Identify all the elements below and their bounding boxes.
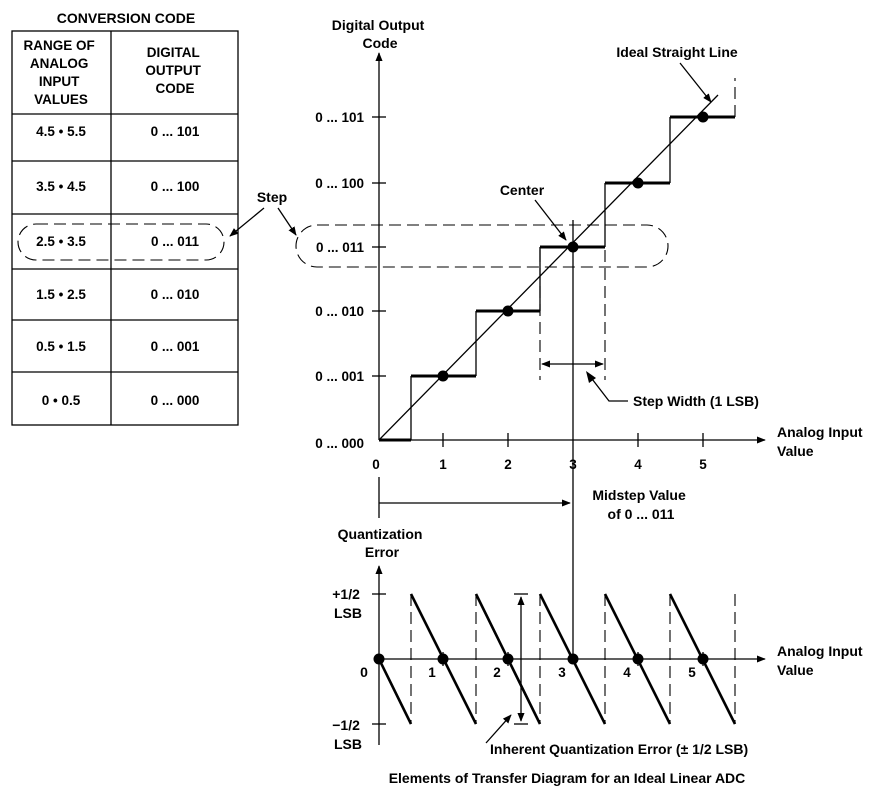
- midstep-dot: [502, 305, 514, 317]
- y-tick-label: 0 ... 010: [315, 304, 364, 319]
- step-highlight-box: [295, 224, 669, 268]
- code-cell: 0 ... 101: [151, 124, 200, 139]
- y-tick-label: 0 ... 100: [315, 176, 364, 191]
- step-width-arrowhead: [586, 371, 596, 383]
- error-zero-dot: [437, 653, 449, 665]
- error-start-thin-line: [378, 658, 410, 721]
- table-title: CONVERSION CODE: [57, 10, 195, 26]
- code-cell: 0 ... 000: [151, 393, 200, 408]
- error-zero-dot: [632, 653, 644, 665]
- minus-half-lsb-label: −1/2 LSB: [332, 717, 364, 752]
- x-tick-label: 0: [372, 457, 380, 472]
- range-header: RANGE OF ANALOG INPUT VALUES: [23, 38, 98, 107]
- y-tick-label: 0 ... 011: [316, 240, 365, 255]
- range-cell: 3.5 • 4.5: [36, 179, 86, 194]
- error-dashed-drops: [410, 594, 736, 724]
- table-border: [11, 30, 239, 426]
- x-axis-label: Analog Input Value: [777, 424, 866, 459]
- step-width-label: Step Width (1 LSB): [633, 393, 759, 409]
- figure-caption: Elements of Transfer Diagram for an Idea…: [389, 770, 746, 786]
- step-width-leader: [588, 374, 628, 402]
- code-cell: 0 ... 100: [151, 179, 200, 194]
- step-label: Step: [257, 189, 287, 205]
- transfer-staircase: [379, 115, 735, 442]
- range-cell: 1.5 • 2.5: [36, 287, 86, 302]
- center-label: Center: [500, 182, 545, 198]
- error-zero-dot: [502, 653, 514, 665]
- transfer-chart: Digital Output Code Analog Input Value 0…: [295, 17, 866, 660]
- step-arrow-left: [229, 207, 265, 237]
- ideal-line-arrow: [679, 62, 712, 103]
- midstep-dot: [697, 111, 709, 123]
- inherent-error-arrow: [485, 714, 512, 744]
- error-x-axis-label: Analog Input Value: [777, 643, 866, 678]
- code-cell: 0 ... 001: [151, 339, 200, 354]
- code-cell: 0 ... 010: [151, 287, 200, 302]
- table-highlight-box: [17, 223, 225, 261]
- y-tick-label: 0 ... 000: [315, 436, 364, 451]
- y-axis-label: Digital Output Code: [332, 17, 428, 51]
- code-header: DIGITAL OUTPUT CODE: [145, 45, 204, 96]
- center-arrow: [534, 199, 567, 241]
- x-tick-label: 5: [699, 457, 707, 472]
- x-tick-label: 4: [634, 457, 642, 472]
- error-x-tick-label: 4: [623, 665, 631, 680]
- error-x-tick-label: 1: [428, 665, 436, 680]
- x-tick-label: 2: [504, 457, 512, 472]
- quantization-error-chart: Quantization Error Analog Input Value +1…: [332, 526, 866, 757]
- ideal-line-label: Ideal Straight Line: [616, 44, 738, 60]
- error-zero-label: 0: [360, 664, 368, 680]
- error-zero-dot: [567, 653, 579, 665]
- step-arrow-right: [277, 207, 297, 236]
- range-cell: 0 • 0.5: [42, 393, 81, 408]
- error-zero-dot: [697, 653, 709, 665]
- range-cell: 2.5 • 3.5: [36, 234, 86, 249]
- error-x-tick-label: 3: [558, 665, 566, 680]
- midstep-dot: [437, 370, 449, 382]
- midstep-dot: [632, 177, 644, 189]
- error-x-tick-label: 5: [688, 665, 696, 680]
- midstep-label: Midstep Value of 0 ... 011: [592, 487, 689, 522]
- y-tick-label: 0 ... 101: [315, 110, 364, 125]
- error-x-tick-label: 2: [493, 665, 501, 680]
- range-cell: 4.5 • 5.5: [36, 124, 86, 139]
- x-tick-label: 1: [439, 457, 447, 472]
- inherent-error-label: Inherent Quantization Error (± 1/2 LSB): [490, 741, 748, 757]
- step-dashed-edges: [539, 78, 736, 380]
- code-cell: 0 ... 011: [151, 234, 200, 249]
- range-cell: 0.5 • 1.5: [36, 339, 86, 354]
- error-zero-dot: [373, 653, 385, 665]
- y-tick-label: 0 ... 001: [315, 369, 364, 384]
- conversion-table: CONVERSION CODE RANGE OF ANALOG INPUT VA…: [11, 10, 239, 426]
- plus-half-lsb-label: +1/2 LSB: [332, 586, 364, 621]
- error-y-axis-label: Quantization Error: [338, 526, 427, 560]
